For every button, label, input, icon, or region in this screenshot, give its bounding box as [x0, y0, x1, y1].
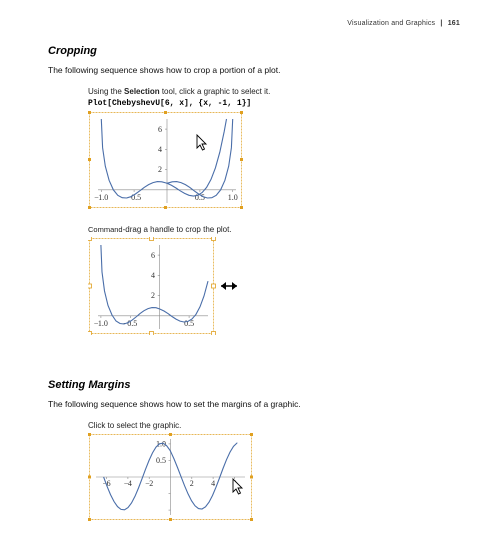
cropping-step1: Using the Selection tool, click a graphi… — [88, 87, 460, 96]
svg-text:−1.0: −1.0 — [94, 319, 108, 328]
svg-text:4: 4 — [211, 479, 215, 488]
svg-text:2: 2 — [151, 291, 155, 300]
header-separator: | — [440, 20, 442, 27]
svg-text:2: 2 — [190, 479, 194, 488]
svg-text:6: 6 — [151, 251, 155, 260]
section-cropping-lead: The following sequence shows how to crop… — [48, 65, 460, 75]
section-margins-lead: The following sequence shows how to set … — [48, 399, 460, 409]
margins-step1: Click to select the graphic. — [88, 421, 460, 430]
svg-text:6: 6 — [158, 125, 162, 134]
chapter-title: Visualization and Graphics — [347, 20, 435, 27]
plot-chebyshev-crop: −1.0 −0.5 0.5 2 4 6 — [88, 237, 243, 335]
resize-horizontal-icon — [221, 282, 237, 290]
svg-text:−4: −4 — [124, 479, 132, 488]
svg-text:1.0: 1.0 — [228, 193, 238, 202]
svg-text:4: 4 — [151, 271, 155, 280]
cursor-arrow-icon — [197, 135, 206, 150]
svg-text:0.5: 0.5 — [156, 456, 166, 465]
page-number: 161 — [448, 20, 460, 27]
cropping-code: Plot[ChebyshevU[6, x], {x, -1, 1}] — [88, 99, 460, 108]
plot-chebyshev-select: −1.0 −0.5 0.5 1.0 2 4 6 — [88, 111, 243, 209]
plot-sin-select: −6 −4 −2 2 4 6 1.0 0.5 — [88, 433, 253, 521]
svg-text:4: 4 — [158, 145, 162, 154]
cropping-step2: Command-drag a handle to crop the plot. — [88, 225, 460, 234]
svg-text:−2: −2 — [145, 479, 153, 488]
page-header: Visualization and Graphics | 161 — [48, 20, 460, 27]
section-margins-title: Setting Margins — [48, 379, 460, 391]
svg-text:2: 2 — [158, 165, 162, 174]
svg-text:−1.0: −1.0 — [94, 193, 108, 202]
section-cropping-title: Cropping — [48, 45, 460, 57]
cursor-arrow-icon — [233, 479, 242, 494]
